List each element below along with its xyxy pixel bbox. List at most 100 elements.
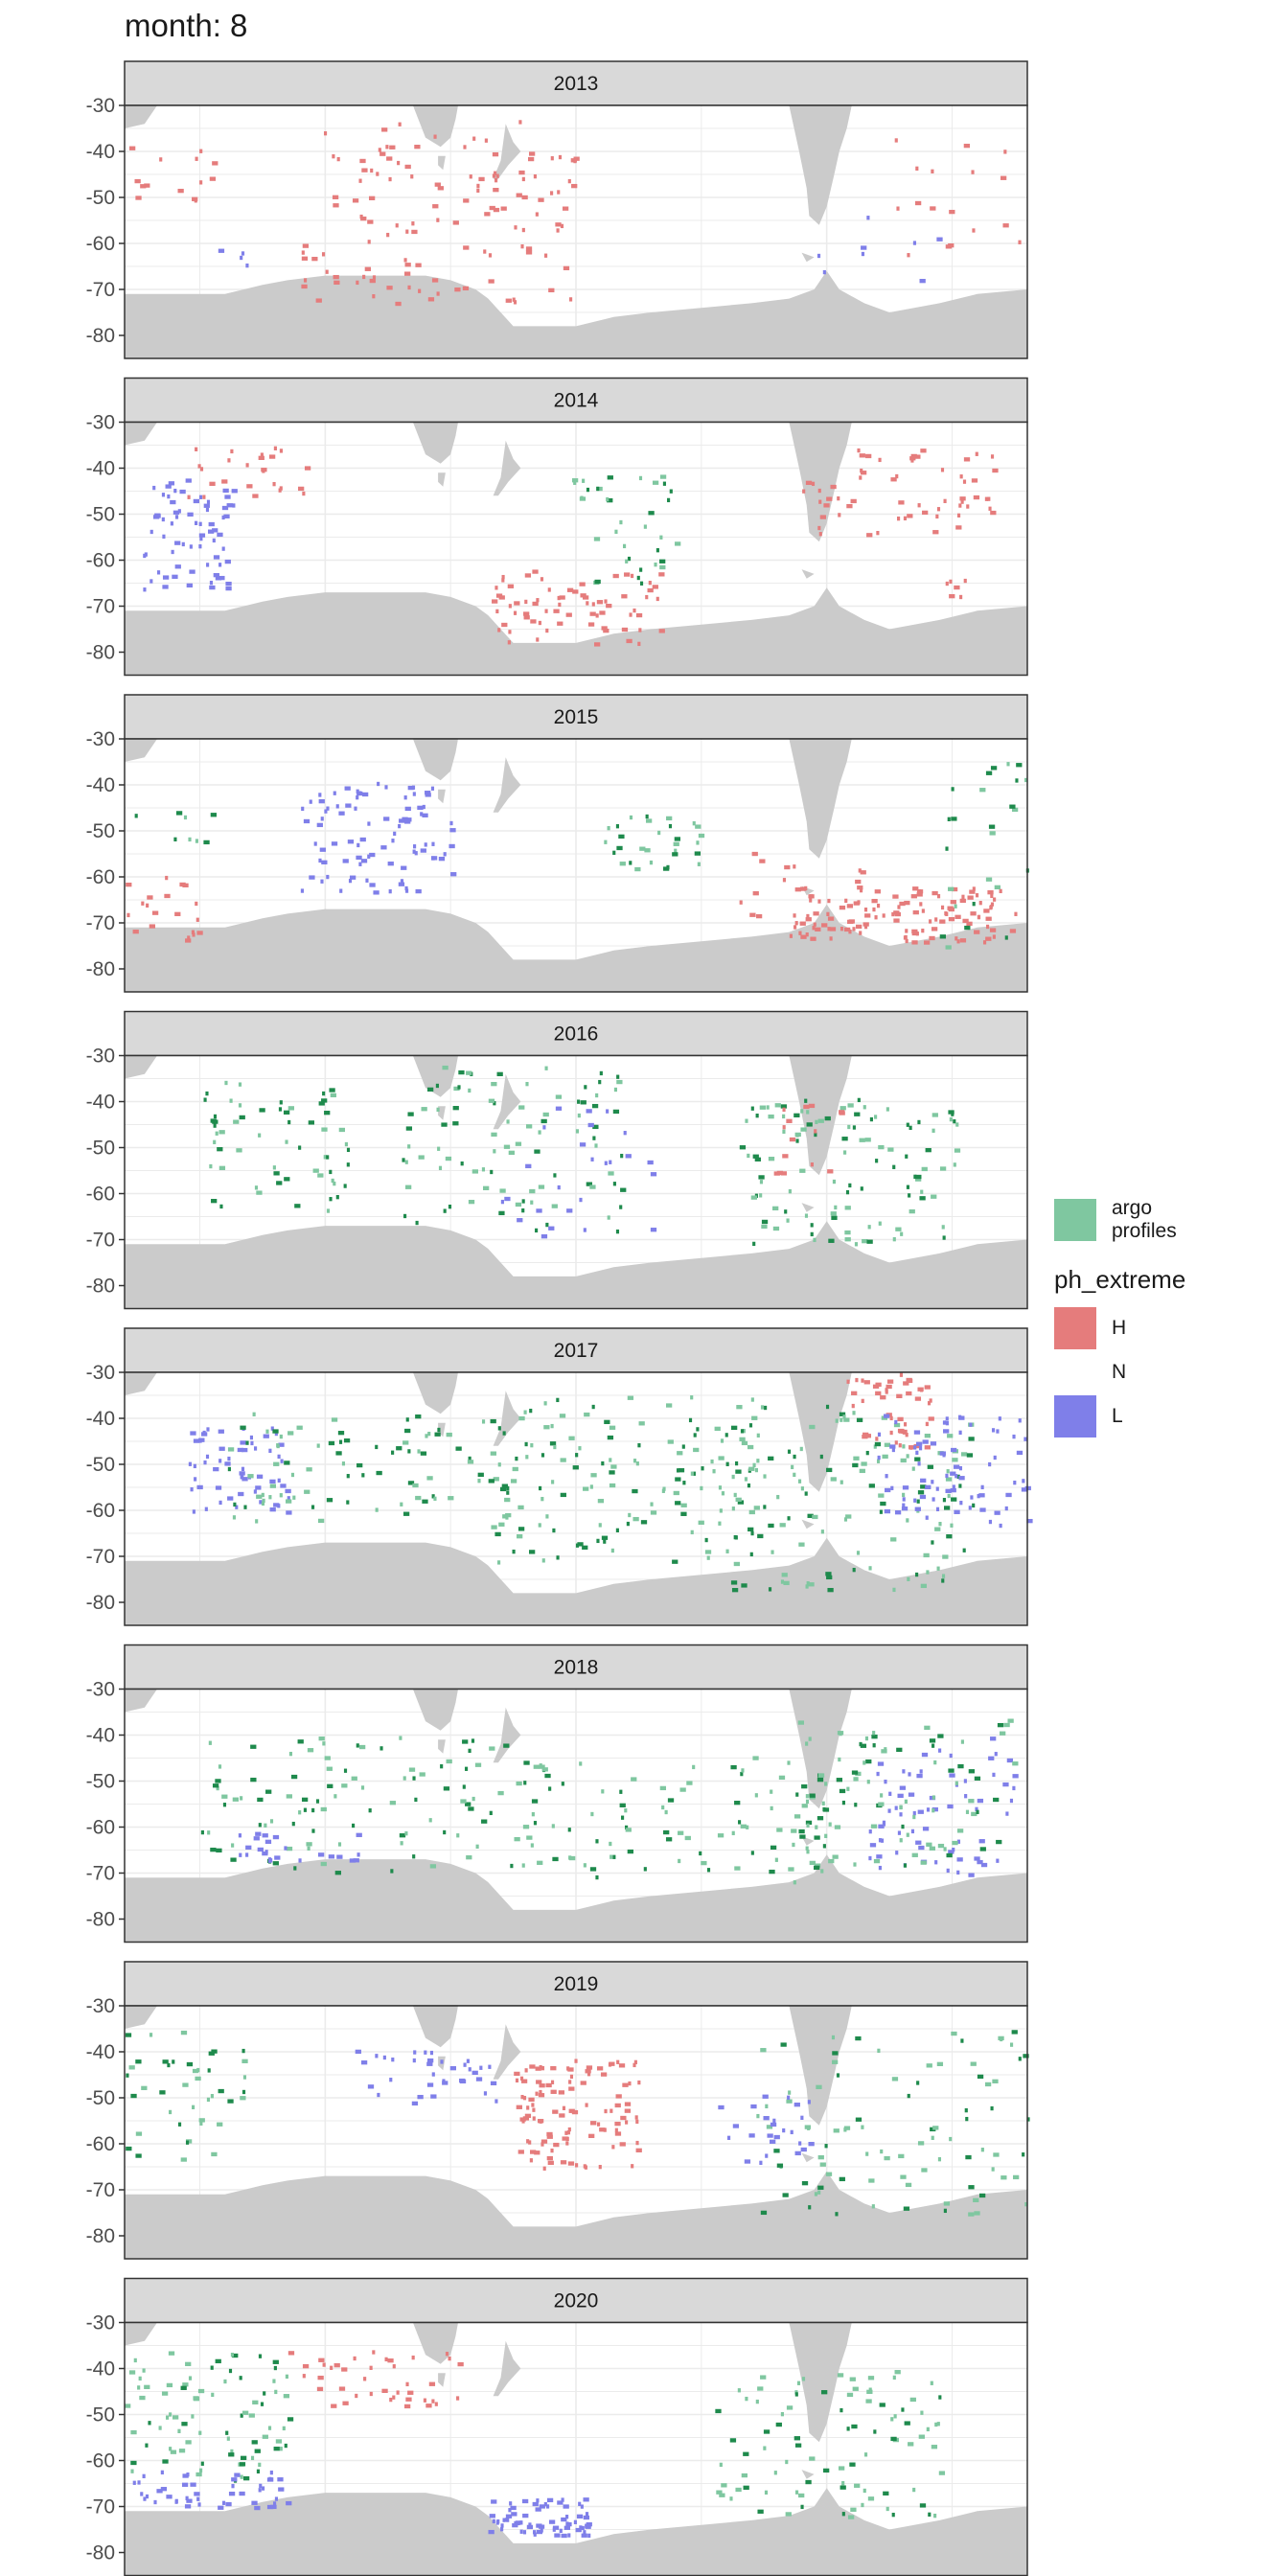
land-mass xyxy=(412,739,458,781)
data-tile xyxy=(199,180,203,185)
data-tile xyxy=(188,837,192,842)
data-tile xyxy=(490,1451,496,1456)
data-tile xyxy=(874,1115,878,1119)
data-tile xyxy=(330,2365,334,2370)
data-tile xyxy=(153,2499,157,2505)
y-tick-label: -40 xyxy=(86,2041,115,2063)
data-tile xyxy=(425,793,431,797)
data-tile xyxy=(573,2519,577,2524)
data-tile xyxy=(587,2533,591,2539)
data-tile xyxy=(782,1114,786,1119)
data-tile xyxy=(261,468,267,472)
data-tile xyxy=(635,1461,639,1466)
data-tile xyxy=(227,458,231,463)
data-tile xyxy=(566,587,574,592)
data-tile xyxy=(876,1459,881,1463)
data-tile xyxy=(238,1103,242,1108)
data-tile xyxy=(317,1852,325,1857)
data-tile xyxy=(779,1523,786,1528)
data-tile xyxy=(492,173,495,178)
data-tile xyxy=(536,637,540,642)
data-tile xyxy=(328,1440,335,1446)
data-tile xyxy=(814,1132,817,1138)
data-tile xyxy=(594,579,601,585)
y-tick-label: -80 xyxy=(86,2542,115,2564)
data-tile xyxy=(209,1163,213,1169)
data-tile xyxy=(945,244,953,249)
data-tile xyxy=(972,902,976,907)
data-tile xyxy=(521,227,525,233)
data-tile xyxy=(426,2061,433,2066)
data-tile xyxy=(167,2062,171,2068)
data-tile xyxy=(788,1188,792,1194)
data-tile xyxy=(662,1486,666,1491)
data-tile xyxy=(590,1811,594,1817)
data-tile xyxy=(198,544,202,549)
data-tile xyxy=(593,537,601,541)
data-tile xyxy=(493,188,499,193)
data-tile xyxy=(601,626,608,631)
data-tile xyxy=(750,1195,757,1200)
data-tile xyxy=(903,2206,910,2211)
land-mass xyxy=(125,1689,157,1713)
data-tile xyxy=(578,1446,582,1451)
data-tile xyxy=(219,1204,223,1209)
data-tile xyxy=(649,860,654,865)
data-tile xyxy=(536,2529,543,2535)
data-tile xyxy=(952,1840,958,1846)
data-tile xyxy=(364,266,371,271)
data-tile xyxy=(302,2363,310,2369)
data-tile xyxy=(490,1169,494,1175)
data-tile xyxy=(989,928,997,932)
data-tile xyxy=(609,1458,612,1462)
data-tile xyxy=(489,1746,495,1751)
data-tile xyxy=(148,2421,151,2426)
data-tile xyxy=(303,278,308,283)
data-tile xyxy=(873,2429,877,2434)
data-tile xyxy=(474,1762,482,1767)
data-tile xyxy=(168,481,175,486)
data-tile xyxy=(178,2449,186,2453)
data-tile xyxy=(414,851,418,856)
data-tile xyxy=(618,2063,626,2068)
data-tile xyxy=(519,2529,523,2534)
data-tile xyxy=(730,1580,738,1585)
data-tile xyxy=(951,1112,954,1116)
data-tile xyxy=(763,2429,770,2434)
data-tile xyxy=(965,2116,969,2122)
data-tile xyxy=(675,1477,681,1482)
data-tile xyxy=(494,171,497,175)
data-tile xyxy=(877,903,881,908)
data-tile xyxy=(652,585,658,589)
data-tile xyxy=(1018,1418,1022,1423)
data-tile xyxy=(749,912,756,917)
land-mass xyxy=(412,105,458,148)
data-tile xyxy=(805,1820,813,1826)
land-mass xyxy=(125,904,1027,992)
data-tile xyxy=(355,2049,361,2055)
land-mass xyxy=(125,105,157,128)
data-tile xyxy=(533,1764,540,1769)
data-tile xyxy=(534,1149,540,1154)
data-tile xyxy=(892,894,899,899)
data-tile xyxy=(144,2384,150,2389)
data-tile xyxy=(497,1790,504,1796)
data-tile xyxy=(625,2120,629,2125)
data-tile xyxy=(172,2415,179,2420)
data-tile xyxy=(270,1426,274,1431)
data-tile xyxy=(468,1748,472,1754)
y-tick-label: -50 xyxy=(86,187,115,209)
data-tile xyxy=(808,1103,816,1109)
data-tile xyxy=(843,2126,851,2130)
data-tile xyxy=(380,845,387,850)
data-tile xyxy=(831,1215,838,1220)
data-tile xyxy=(906,1378,913,1384)
land-mass xyxy=(789,105,852,225)
data-tile xyxy=(256,1474,264,1479)
data-tile xyxy=(462,1739,469,1744)
data-tile xyxy=(782,1125,786,1130)
data-tile xyxy=(483,2091,488,2096)
data-tile xyxy=(186,2498,193,2503)
data-tile xyxy=(489,1810,493,1816)
y-tick-label: -60 xyxy=(86,2133,115,2155)
